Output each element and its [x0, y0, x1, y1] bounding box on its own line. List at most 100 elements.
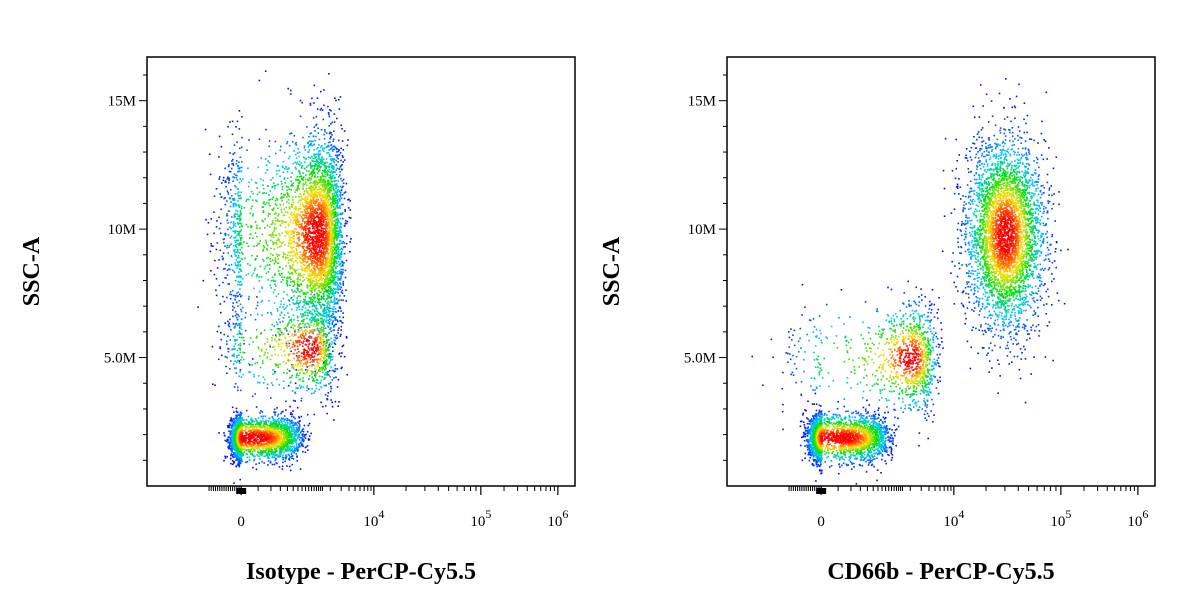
data-point: [236, 457, 238, 460]
data-point: [345, 259, 348, 262]
data-point: [254, 455, 256, 458]
data-point: [309, 161, 312, 164]
data-point: [330, 258, 333, 261]
data-point: [271, 463, 274, 466]
data-point: [302, 183, 304, 185]
data-point: [235, 371, 238, 374]
data-point: [349, 217, 352, 219]
data-point: [279, 306, 281, 308]
data-point: [231, 195, 233, 197]
data-point: [330, 276, 333, 278]
data-point: [245, 223, 248, 226]
data-point: [303, 183, 306, 185]
data-point: [278, 448, 281, 450]
data-point: [250, 207, 253, 210]
data-point: [257, 381, 259, 384]
data-point: [342, 246, 345, 248]
data-point: [265, 257, 268, 260]
data-point: [286, 417, 289, 420]
data-point: [334, 282, 336, 284]
data-point: [246, 419, 248, 421]
data-point: [239, 211, 242, 213]
data-point: [320, 146, 322, 149]
data-point: [327, 141, 330, 144]
data-point: [301, 306, 304, 309]
data-point: [286, 440, 289, 442]
data-point: [294, 328, 296, 331]
data-point: [293, 435, 296, 438]
data-point: [330, 314, 333, 317]
data-point: [341, 168, 343, 171]
data-point: [240, 284, 242, 286]
data-point: [309, 335, 311, 337]
data-point: [332, 212, 335, 215]
data-point: [342, 284, 344, 286]
data-point: [346, 373, 348, 376]
data-point: [252, 358, 254, 360]
data-point: [273, 289, 276, 291]
data-point: [318, 370, 320, 372]
data-point: [262, 451, 264, 454]
data-point: [293, 319, 295, 321]
data-point: [232, 199, 234, 201]
data-point: [334, 400, 337, 403]
data-point: [331, 177, 333, 179]
data-point: [273, 185, 276, 187]
data-point: [243, 352, 246, 354]
data-point: [292, 399, 295, 402]
data-point: [224, 457, 227, 459]
data-point: [312, 332, 314, 335]
data-point: [313, 184, 316, 186]
data-point: [285, 282, 288, 284]
data-point: [300, 282, 303, 285]
data-point: [332, 261, 334, 263]
data-point: [311, 373, 313, 375]
data-point: [232, 180, 234, 182]
data-point: [220, 332, 222, 334]
data-point: [229, 298, 232, 300]
data-point: [325, 333, 327, 335]
data-point: [314, 164, 317, 166]
data-point: [295, 374, 298, 377]
data-point: [273, 302, 276, 304]
data-point: [285, 307, 287, 309]
data-point: [295, 189, 298, 191]
data-point: [226, 274, 229, 276]
data-point: [231, 445, 234, 447]
data-point: [251, 199, 254, 201]
data-point: [333, 288, 336, 291]
data-point: [318, 312, 320, 314]
data-point: [329, 286, 332, 288]
data-point: [234, 249, 236, 251]
data-point: [274, 280, 276, 282]
data-point: [332, 279, 335, 282]
data-point: [333, 220, 336, 222]
data-point: [229, 293, 231, 296]
data-point: [287, 199, 290, 201]
data-point: [309, 179, 311, 181]
data-point: [234, 314, 237, 317]
data-point: [304, 307, 307, 309]
data-point: [338, 190, 341, 193]
data-point: [324, 362, 327, 364]
data-point: [263, 201, 265, 203]
data-point: [261, 233, 264, 236]
data-point: [297, 295, 300, 297]
data-point: [341, 352, 343, 354]
data-point: [296, 188, 299, 190]
data-point: [275, 421, 277, 424]
data-point: [272, 242, 275, 245]
data-point: [323, 310, 325, 313]
data-point: [328, 318, 331, 320]
data-point: [330, 353, 332, 356]
data-point: [337, 272, 339, 275]
data-point: [280, 442, 283, 445]
data-point: [238, 244, 241, 247]
data-point: [272, 243, 274, 246]
data-point: [329, 189, 331, 191]
data-point: [328, 349, 330, 351]
data-point: [293, 268, 296, 271]
data-point: [252, 213, 254, 215]
data-point: [327, 274, 329, 277]
data-point: [218, 432, 220, 434]
